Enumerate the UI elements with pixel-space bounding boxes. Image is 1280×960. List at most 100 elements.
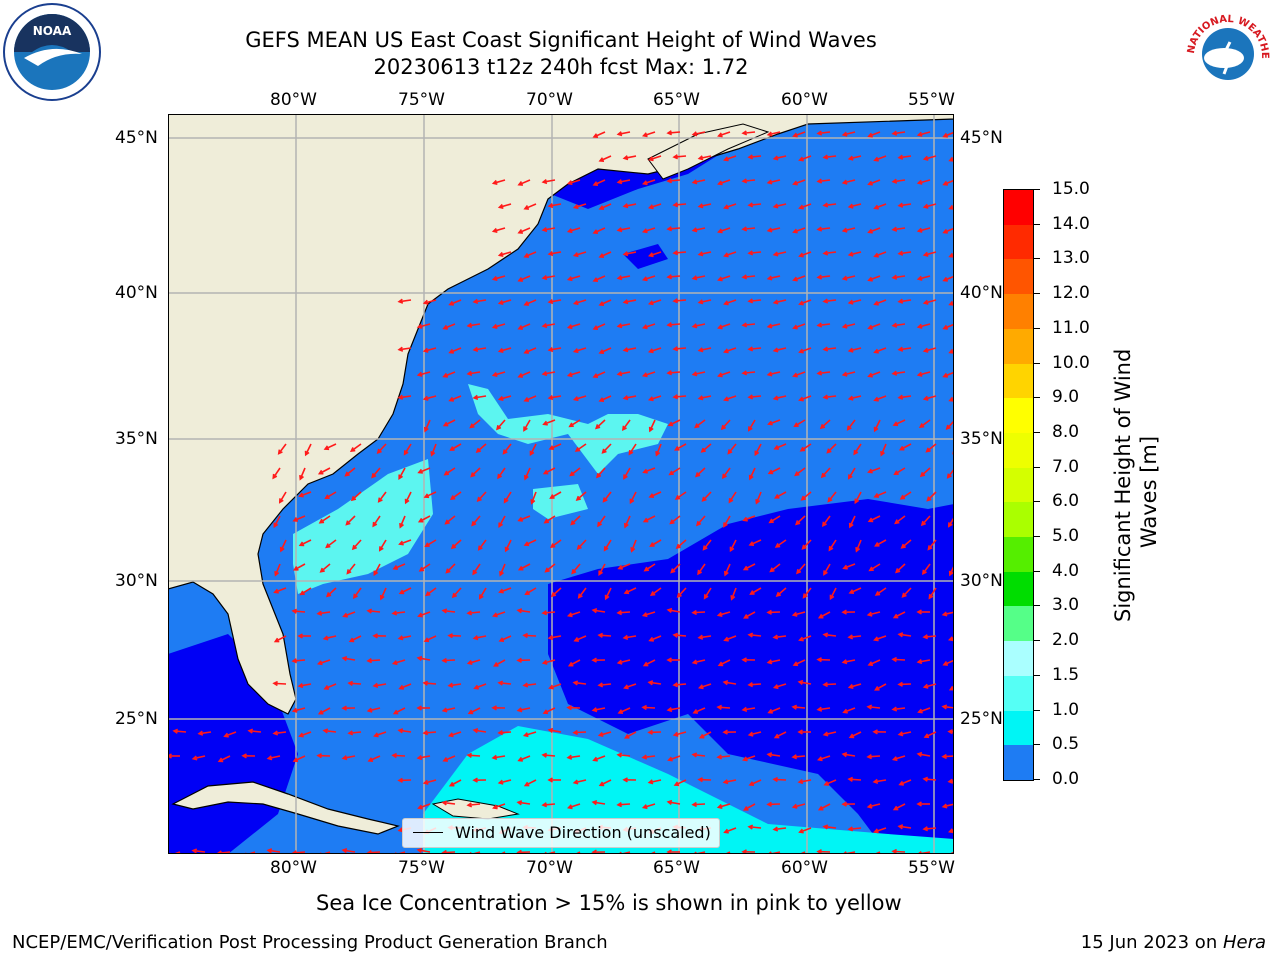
wind-wave-arrow (541, 226, 556, 233)
wind-wave-arrow (848, 515, 856, 529)
lat-label-right-35n: 35°N (960, 429, 1003, 449)
wind-wave-arrow (530, 491, 537, 505)
wind-wave-arrow (948, 300, 954, 306)
colorbar-segment (1004, 190, 1033, 226)
wind-wave-arrow (572, 779, 587, 785)
wind-wave-arrow (472, 563, 481, 576)
wind-wave-arrow (522, 682, 537, 688)
wind-wave-arrow (898, 779, 912, 786)
wind-wave-arrow (847, 776, 862, 782)
wind-wave-arrow (647, 680, 662, 686)
wind-wave-arrow (449, 443, 462, 451)
wind-wave-arrow (766, 323, 781, 329)
wind-wave-arrow (567, 659, 581, 667)
wind-wave-arrow (566, 754, 581, 760)
wind-wave-arrow (791, 611, 806, 617)
wind-wave-arrow (378, 539, 387, 552)
wind-wave-arrow (797, 729, 811, 735)
wind-wave-arrow (800, 491, 812, 501)
wind-wave-arrow (717, 179, 731, 186)
wind-wave-arrow (323, 683, 337, 690)
wind-wave-arrow (416, 323, 431, 329)
colorbar-tick-mark (1034, 466, 1040, 468)
wind-wave-arrow (868, 563, 881, 572)
wind-wave-arrow (702, 539, 712, 551)
wind-wave-arrow (266, 848, 281, 854)
wind-wave-arrow (472, 298, 487, 304)
wind-wave-arrow (697, 347, 712, 353)
wind-wave-arrow (647, 203, 662, 210)
wind-wave-arrow (872, 778, 887, 784)
wind-wave-arrow (841, 371, 856, 377)
wind-wave-arrow (498, 587, 512, 594)
wind-wave-arrow (841, 609, 856, 615)
wind-wave-arrow (566, 705, 581, 711)
wind-wave-arrow (441, 800, 456, 806)
wind-wave-arrow (772, 155, 787, 161)
wind-wave-arrow (847, 155, 862, 161)
wind-wave-arrow (792, 659, 806, 667)
wind-wave-arrow (947, 778, 954, 784)
wave-band-1-patch (533, 484, 588, 519)
wind-wave-arrow (766, 752, 781, 758)
colorbar-tick-mark (1034, 744, 1040, 746)
wind-wave-arrow (566, 803, 581, 810)
wind-wave-arrow (341, 656, 356, 662)
wind-wave-arrow (598, 203, 612, 211)
wind-wave-arrow (822, 681, 837, 688)
wind-wave-arrow (747, 419, 756, 432)
wind-wave-arrow (573, 635, 587, 642)
lon-label-top-60w: 60°W (781, 90, 828, 110)
wind-wave-arrow (799, 443, 812, 452)
wind-wave-arrow (798, 155, 812, 162)
wind-wave-arrow (666, 706, 681, 713)
wind-wave-arrow (841, 323, 856, 329)
colorbar-tick-mark (1034, 189, 1040, 190)
wind-wave-arrow (341, 705, 356, 711)
wind-wave-arrow (672, 632, 687, 638)
wind-wave-arrow (341, 848, 356, 854)
wind-wave-arrow (591, 707, 606, 713)
wind-wave-arrow (641, 227, 656, 234)
wind-wave-arrow (397, 728, 412, 734)
colorbar-segment (1004, 294, 1033, 330)
wind-wave-arrow (772, 251, 787, 257)
wind-wave-arrow (853, 443, 862, 456)
wind-wave-arrow (716, 704, 731, 710)
wind-wave-arrow (274, 563, 281, 577)
wind-wave-arrow (572, 251, 587, 258)
wind-wave-arrow (197, 730, 212, 736)
wind-wave-arrow (695, 467, 706, 478)
wind-wave-arrow (766, 131, 781, 137)
wind-wave-arrow (867, 275, 881, 282)
footer-date-text: 15 Jun 2023 on (1080, 932, 1223, 953)
wind-wave-arrow (517, 515, 531, 522)
wind-wave-arrow (497, 203, 512, 209)
wind-wave-arrow (772, 634, 787, 640)
wind-wave-arrow (597, 515, 606, 528)
wind-wave-arrow (667, 419, 681, 427)
wind-wave-arrow (855, 539, 862, 553)
wind-wave-arrow (817, 803, 831, 811)
colorbar-tick-mark (1034, 258, 1040, 260)
wind-wave-arrow (629, 491, 637, 505)
wind-wave-arrow (873, 395, 887, 402)
wind-wave-arrow (398, 539, 412, 546)
lat-label-left-25n: 25°N (115, 709, 158, 729)
wind-wave-arrow (516, 657, 531, 663)
wind-wave-arrow (847, 467, 856, 480)
wind-wave-arrow (691, 609, 706, 616)
wind-wave-arrow (870, 851, 881, 854)
wind-wave-arrow (273, 515, 281, 529)
wind-wave-arrow (547, 202, 562, 209)
wind-wave-arrow (447, 731, 462, 738)
wind-wave-arrow (947, 636, 954, 642)
lat-label-left-35n: 35°N (115, 429, 158, 449)
wind-wave-arrow (345, 515, 356, 526)
wind-wave-arrow (672, 250, 687, 256)
wind-wave-arrow (169, 851, 181, 854)
wind-wave-arrow (592, 179, 606, 187)
wind-wave-arrow (522, 632, 537, 639)
wind-wave-arrow (723, 203, 737, 210)
lat-label-left-45n: 45°N (115, 128, 158, 148)
